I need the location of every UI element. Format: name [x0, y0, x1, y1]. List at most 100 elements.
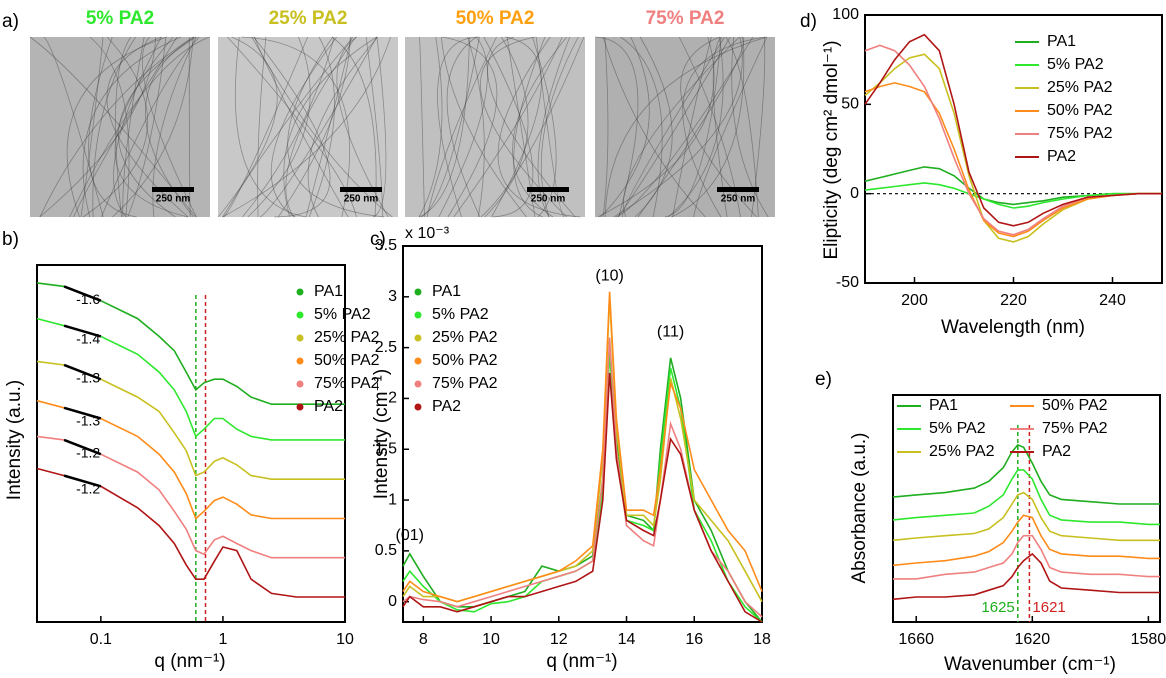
- fiber: [308, 36, 335, 218]
- fiber: [247, 36, 311, 218]
- panel-label: c): [370, 229, 386, 250]
- fiber: [112, 36, 194, 218]
- x-axis-label: q (nm⁻¹): [154, 651, 225, 672]
- fiber: [242, 36, 335, 218]
- fiber: [82, 36, 148, 218]
- fiber: [82, 36, 181, 218]
- annotation: (11): [657, 324, 684, 341]
- fiber: [283, 36, 378, 218]
- series-line: [36, 467, 345, 598]
- fiber: [497, 36, 581, 218]
- x-tick-label: 8: [419, 631, 428, 648]
- fiber: [80, 36, 104, 218]
- x-tick-label: 10: [336, 631, 354, 648]
- fiber: [66, 36, 168, 218]
- legend-label: 25% PA2: [929, 443, 995, 460]
- x-axis-label: Wavenumber (cm⁻¹): [944, 654, 1116, 675]
- fiber: [637, 36, 744, 218]
- fiber: [114, 36, 189, 218]
- fiber: [227, 36, 357, 218]
- legend-label: 50% PA2: [1042, 397, 1108, 414]
- x-tick-label: 240: [1099, 292, 1126, 309]
- x-tick-label: 18: [753, 631, 771, 648]
- fiber: [442, 36, 498, 218]
- series-line: [864, 53, 1162, 243]
- y-tick-label: 0: [388, 593, 397, 610]
- fiber: [532, 36, 557, 218]
- series-line: [864, 82, 1162, 238]
- fiber: [234, 36, 307, 218]
- scale-bar-label: 250 nm: [156, 194, 191, 205]
- fiber: [115, 36, 132, 218]
- fiber: [512, 36, 568, 218]
- fiber: [491, 36, 542, 218]
- y-tick-label: -50: [836, 274, 859, 291]
- series-line: [892, 469, 1160, 526]
- x-tick-label: 1580: [1131, 631, 1166, 648]
- y-axis-label: Intensity (a.u.): [4, 380, 25, 500]
- fiber: [535, 36, 565, 218]
- fit-segment: [63, 438, 102, 456]
- fiber: [419, 36, 470, 218]
- fiber: [615, 36, 754, 218]
- legend-label: 25% PA2: [1047, 79, 1113, 96]
- x-tick-label: 16: [685, 631, 703, 648]
- fiber: [680, 36, 757, 218]
- fiber: [537, 36, 571, 218]
- fiber: [29, 36, 197, 218]
- legend-marker: [414, 380, 422, 388]
- x-tick-label: 220: [1000, 292, 1027, 309]
- legend-label: 25% PA2: [432, 329, 498, 346]
- fiber: [597, 36, 715, 218]
- series-line: [892, 443, 1160, 505]
- series-line: [864, 166, 1162, 206]
- fiber: [122, 36, 145, 218]
- series-line: [36, 360, 345, 480]
- legend-label: 75% PA2: [314, 375, 380, 392]
- fiber: [480, 36, 567, 218]
- fiber: [39, 36, 194, 218]
- fiber: [372, 36, 387, 218]
- legend-label: PA1: [929, 397, 958, 414]
- series-line: [36, 317, 345, 441]
- fiber: [118, 36, 197, 218]
- legend-marker: [296, 403, 304, 411]
- fiber: [664, 36, 722, 218]
- legend-marker: [296, 334, 304, 342]
- legend-label: 5% PA2: [314, 306, 371, 323]
- fiber: [712, 36, 728, 218]
- slope-label: -1.6: [76, 291, 100, 307]
- legend-marker: [296, 357, 304, 365]
- slope-label: -1.2: [76, 445, 100, 461]
- fiber: [217, 36, 278, 218]
- fiber: [671, 36, 745, 218]
- legend-label: PA2: [432, 398, 461, 415]
- series-line: [864, 44, 1162, 236]
- legend-marker: [414, 357, 422, 365]
- legend-marker: [296, 288, 304, 296]
- fiber: [305, 36, 352, 218]
- series-line: [36, 435, 345, 559]
- scale-bar: [527, 187, 569, 192]
- reference-label: 1621: [1032, 599, 1065, 616]
- legend-label: 75% PA2: [1047, 125, 1113, 142]
- fiber: [620, 36, 663, 218]
- fiber: [421, 36, 480, 218]
- y-axis-label: Absorbance (a.u.): [849, 432, 870, 583]
- fiber: [480, 36, 585, 218]
- y-tick-label: 2: [388, 390, 397, 407]
- slope-label: -1.3: [76, 370, 100, 386]
- panel-label: a): [2, 11, 19, 32]
- x-tick-label: 200: [901, 292, 928, 309]
- plot-frame: [892, 394, 1161, 623]
- series-line: [402, 291, 763, 603]
- fiber: [43, 36, 104, 218]
- image-title: 5% PA2: [86, 8, 154, 29]
- fiber: [438, 36, 488, 218]
- series-line: [402, 372, 763, 623]
- series-line: [892, 491, 1160, 542]
- fiber: [441, 36, 527, 218]
- fiber: [446, 36, 481, 218]
- fiber: [483, 36, 534, 218]
- fiber: [600, 36, 650, 218]
